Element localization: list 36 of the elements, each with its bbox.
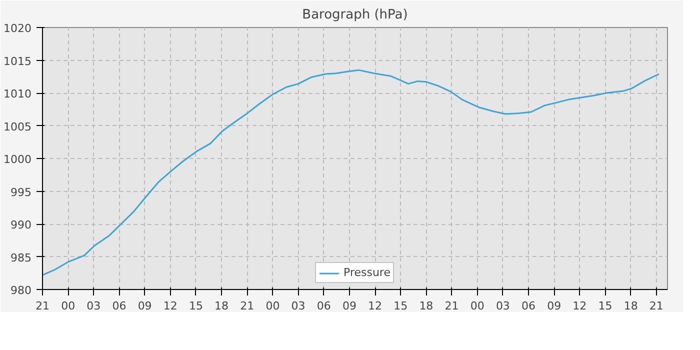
- x-tick-label: 15: [598, 300, 612, 312]
- x-tick-label: 00: [266, 300, 280, 312]
- x-tick-label: 12: [572, 300, 587, 312]
- chart-title: Barograph (hPa): [302, 8, 408, 22]
- x-tick-label: 21: [36, 300, 50, 312]
- x-tick-label: 18: [419, 300, 434, 312]
- legend-label: Pressure: [344, 266, 390, 279]
- y-tick-label: 990: [10, 218, 32, 232]
- x-tick-label: 09: [138, 300, 152, 312]
- x-tick-label: 15: [188, 300, 203, 312]
- y-tick-label: 1005: [4, 120, 32, 134]
- x-tick-label: 15: [394, 300, 408, 312]
- y-tick-label: 985: [10, 251, 32, 264]
- x-tick-label: 09: [547, 300, 562, 312]
- x-tick-label: 18: [214, 300, 229, 312]
- x-tick-label: 21: [240, 300, 254, 312]
- y-tick-label: 1000: [4, 153, 32, 166]
- x-tick-label: 03: [291, 300, 306, 312]
- x-tick-label: 18: [624, 300, 638, 312]
- x-tick-label: 03: [496, 300, 510, 312]
- x-tick-label: 00: [61, 300, 76, 312]
- y-tick-label: 1020: [4, 22, 32, 35]
- y-tick-label: 980: [10, 284, 32, 297]
- y-tick-label: 1015: [4, 54, 32, 68]
- x-tick-label: 09: [342, 300, 356, 312]
- x-tick-label: 06: [522, 300, 536, 312]
- x-tick-label: 21: [649, 300, 664, 312]
- x-tick-label: 12: [163, 300, 178, 312]
- x-tick-label: 03: [86, 300, 101, 312]
- x-tick-label: 00: [470, 300, 484, 312]
- x-tick-label: 21: [444, 300, 459, 312]
- y-tick-label: 1010: [4, 88, 32, 100]
- y-tick-label: 995: [10, 186, 32, 199]
- x-tick-label: 06: [112, 300, 126, 312]
- x-tick-label: 06: [316, 300, 331, 312]
- x-tick-label: 12: [368, 300, 382, 312]
